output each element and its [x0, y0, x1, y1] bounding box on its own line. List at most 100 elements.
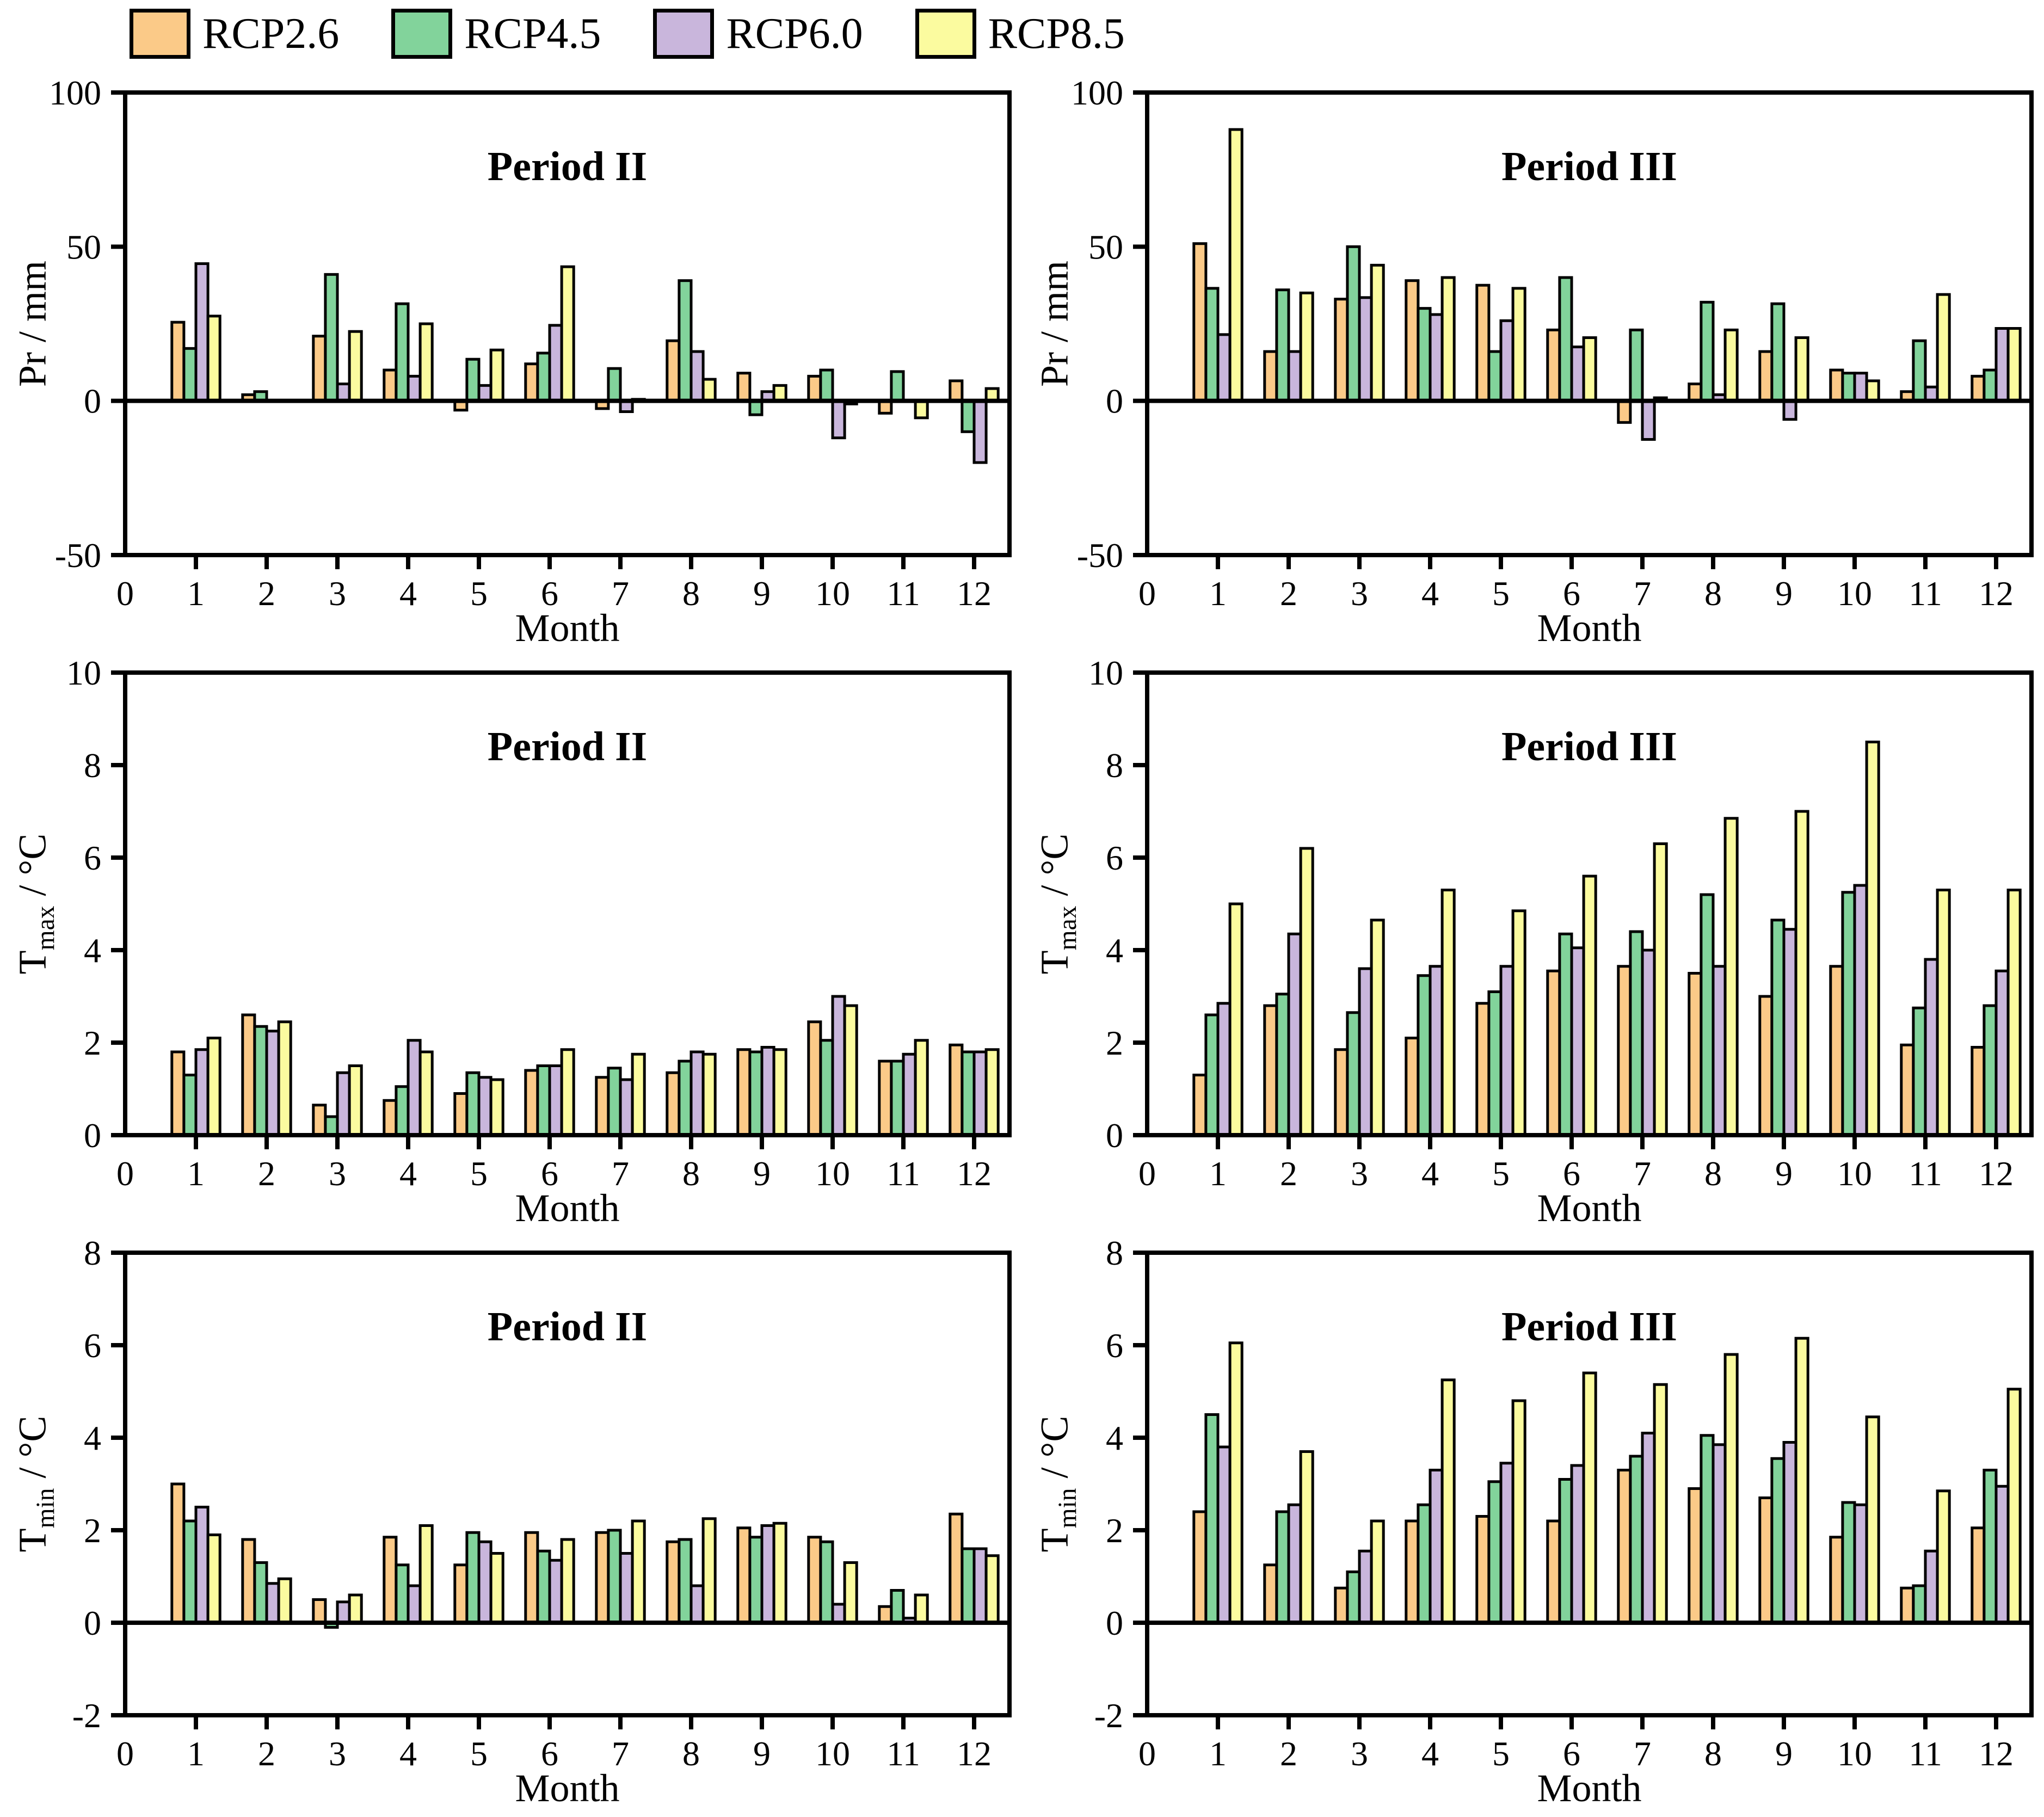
- svg-text:11: 11: [886, 1734, 920, 1773]
- legend-label: RCP6.0: [726, 10, 863, 58]
- svg-text:6: 6: [541, 574, 558, 613]
- svg-text:8: 8: [682, 1154, 700, 1193]
- svg-text:6: 6: [84, 839, 101, 877]
- svg-text:3: 3: [329, 1154, 346, 1193]
- svg-text:12: 12: [957, 574, 992, 613]
- x-axis-label: Month: [1537, 1186, 1642, 1230]
- svg-text:12: 12: [1979, 574, 2014, 613]
- svg-text:4: 4: [1421, 1734, 1439, 1773]
- panel-tmax-period2: 0 2 4 6 8 10 0 1 2 3 4 5 6 7 8 9 10 11 12 Period II Tmax /…: [0, 656, 1022, 1236]
- y-axis-label: Tmin / °C: [11, 1416, 60, 1553]
- svg-text:9: 9: [753, 1154, 771, 1193]
- y-axis-label: Tmax / °C: [11, 834, 60, 975]
- svg-text:4: 4: [1106, 931, 1123, 970]
- svg-text:10: 10: [1088, 656, 1123, 692]
- y-axis-label-unit: / °C: [1032, 833, 1076, 906]
- y-axis-label-main: Pr: [1032, 352, 1076, 387]
- legend-item-rcp45: RCP4.5: [391, 9, 601, 59]
- svg-text:8: 8: [1704, 1154, 1722, 1193]
- svg-text:0: 0: [116, 574, 134, 613]
- x-axis-label: Month: [515, 1766, 620, 1810]
- x-axis-label: Month: [1537, 1766, 1642, 1810]
- svg-text:12: 12: [1979, 1154, 2014, 1193]
- svg-text:12: 12: [957, 1734, 992, 1773]
- svg-text:11: 11: [1908, 1154, 1942, 1193]
- x-axis-label: Month: [1537, 606, 1642, 650]
- svg-text:5: 5: [1492, 1734, 1510, 1773]
- panel-grid: -50 0 50 100 0 1 2 3 4 5 6 7 8 9 10 11 12 Period II Pr /…: [0, 76, 2044, 1816]
- svg-text:0: 0: [1106, 1116, 1123, 1155]
- svg-text:4: 4: [1106, 1419, 1123, 1457]
- legend-item-rcp60: RCP6.0: [653, 9, 863, 59]
- svg-text:6: 6: [541, 1734, 558, 1773]
- legend-label: RCP8.5: [988, 10, 1125, 58]
- svg-text:-2: -2: [1094, 1696, 1123, 1735]
- svg-text:3: 3: [1351, 1154, 1368, 1193]
- svg-text:12: 12: [957, 1154, 992, 1193]
- svg-text:0: 0: [84, 1604, 101, 1642]
- svg-text:1: 1: [187, 1734, 205, 1773]
- svg-text:-50: -50: [1077, 536, 1123, 575]
- svg-text:1: 1: [187, 1154, 205, 1193]
- svg-text:8: 8: [1106, 1236, 1123, 1272]
- svg-text:0: 0: [84, 1116, 101, 1155]
- svg-text:2: 2: [1280, 1154, 1297, 1193]
- svg-text:9: 9: [753, 574, 771, 613]
- y-axis-label: Pr / mm: [1032, 260, 1081, 387]
- svg-text:1: 1: [187, 574, 205, 613]
- svg-text:12: 12: [1979, 1734, 2014, 1773]
- svg-text:100: 100: [49, 76, 101, 112]
- y-axis-label-unit: / mm: [1032, 260, 1076, 352]
- svg-text:7: 7: [612, 1734, 629, 1773]
- svg-text:0: 0: [1138, 574, 1156, 613]
- y-axis-label-main: T: [1032, 950, 1076, 975]
- svg-text:7: 7: [1634, 1734, 1651, 1773]
- svg-text:50: 50: [1088, 227, 1123, 266]
- svg-text:8: 8: [1106, 746, 1123, 785]
- panel-title: Period II: [487, 1304, 648, 1350]
- svg-text:2: 2: [84, 1024, 101, 1062]
- svg-text:0: 0: [1106, 382, 1123, 421]
- svg-text:7: 7: [1634, 1154, 1651, 1193]
- svg-text:6: 6: [84, 1326, 101, 1365]
- svg-text:11: 11: [886, 1154, 920, 1193]
- y-axis-label: Tmax / °C: [1032, 833, 1082, 975]
- svg-text:2: 2: [84, 1511, 101, 1550]
- svg-text:0: 0: [1138, 1154, 1156, 1193]
- svg-text:6: 6: [1106, 1326, 1123, 1365]
- svg-text:4: 4: [399, 1154, 417, 1193]
- svg-text:2: 2: [1106, 1511, 1123, 1550]
- svg-text:10: 10: [815, 574, 850, 613]
- svg-text:0: 0: [84, 382, 101, 421]
- svg-text:1: 1: [1209, 574, 1227, 613]
- svg-text:100: 100: [1071, 76, 1123, 112]
- svg-text:4: 4: [84, 1419, 101, 1457]
- y-axis-label-unit: / mm: [10, 260, 54, 352]
- svg-text:11: 11: [1908, 1734, 1942, 1773]
- svg-text:6: 6: [1563, 574, 1580, 613]
- legend-item-rcp26: RCP2.6: [130, 9, 339, 59]
- svg-text:11: 11: [1908, 574, 1942, 613]
- svg-text:5: 5: [470, 574, 488, 613]
- panel-pr-period2: -50 0 50 100 0 1 2 3 4 5 6 7 8 9 10 11 12 Period II Pr /…: [0, 76, 1022, 656]
- panel-tmax-period3: 0 2 4 6 8 10 0 1 2 3 4 5 6 7 8 9 10 11 12 Period III Tmax …: [1022, 656, 2044, 1236]
- svg-text:8: 8: [84, 1236, 101, 1272]
- y-axis-label: Pr / mm: [10, 260, 59, 387]
- svg-text:9: 9: [1775, 1154, 1793, 1193]
- svg-text:8: 8: [682, 1734, 700, 1773]
- rcp45-color-swatch-icon: [391, 9, 453, 59]
- svg-text:9: 9: [1775, 1734, 1793, 1773]
- svg-text:10: 10: [815, 1734, 850, 1773]
- rcp60-color-swatch-icon: [653, 9, 715, 59]
- rcp26-color-swatch-icon: [130, 9, 190, 59]
- svg-text:1: 1: [1209, 1154, 1227, 1193]
- svg-text:0: 0: [116, 1154, 134, 1193]
- svg-text:8: 8: [84, 746, 101, 785]
- x-axis-label: Month: [515, 1186, 620, 1230]
- svg-text:2: 2: [258, 1734, 275, 1773]
- svg-text:1: 1: [1209, 1734, 1227, 1773]
